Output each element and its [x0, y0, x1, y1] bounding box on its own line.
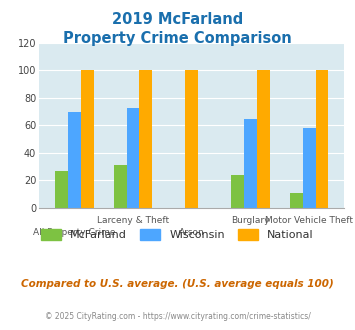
Text: Larceny & Theft: Larceny & Theft	[97, 216, 169, 225]
Legend: McFarland, Wisconsin, National: McFarland, Wisconsin, National	[41, 229, 314, 240]
Bar	[303, 128, 316, 208]
Bar	[257, 70, 270, 208]
Bar	[290, 193, 303, 208]
Text: Motor Vehicle Theft: Motor Vehicle Theft	[265, 216, 353, 225]
Bar	[81, 70, 94, 208]
Bar	[68, 112, 81, 208]
Bar	[55, 171, 68, 208]
Text: Compared to U.S. average. (U.S. average equals 100): Compared to U.S. average. (U.S. average …	[21, 279, 334, 289]
Text: Arson: Arson	[179, 228, 204, 237]
Text: © 2025 CityRating.com - https://www.cityrating.com/crime-statistics/: © 2025 CityRating.com - https://www.city…	[45, 312, 310, 321]
Text: Burglary: Burglary	[231, 216, 270, 225]
Bar	[114, 165, 126, 208]
Text: Property Crime Comparison: Property Crime Comparison	[63, 31, 292, 46]
Bar	[316, 70, 328, 208]
Bar	[231, 175, 244, 208]
Bar	[140, 70, 152, 208]
Text: All Property Crime: All Property Crime	[33, 228, 115, 237]
Text: 2019 McFarland: 2019 McFarland	[112, 12, 243, 26]
Bar	[126, 108, 140, 208]
Bar	[244, 118, 257, 208]
Bar	[185, 70, 198, 208]
